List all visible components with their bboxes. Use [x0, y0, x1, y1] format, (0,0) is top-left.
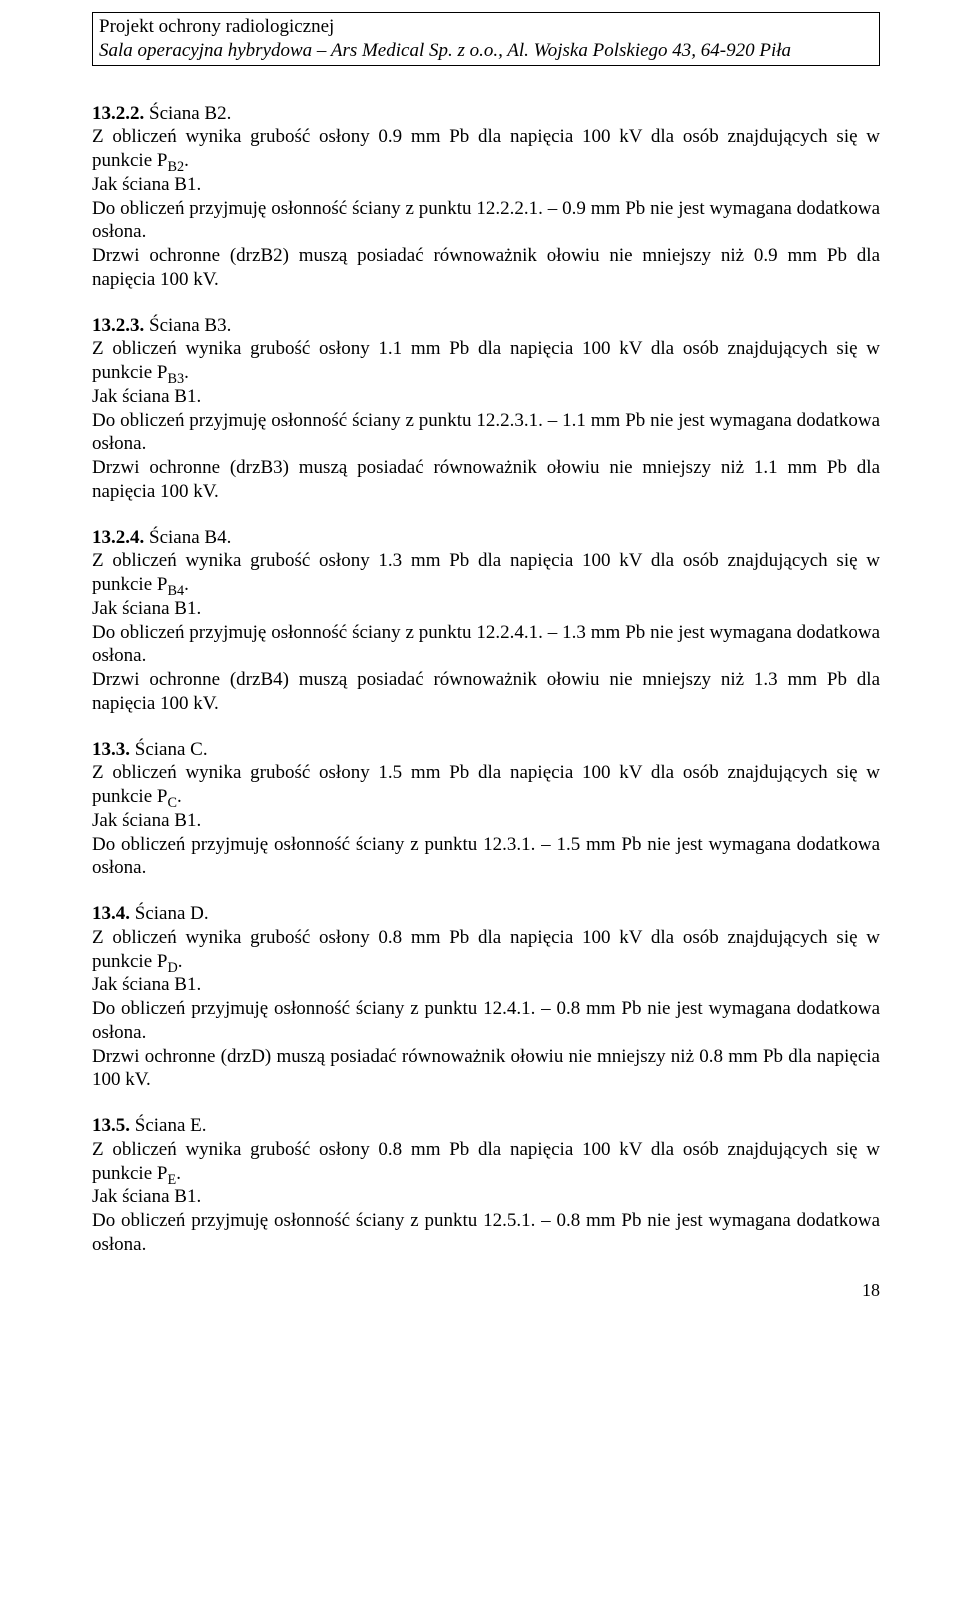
- section-title: Ściana C.: [135, 739, 208, 760]
- header-line1: Projekt ochrony radiologicznej: [99, 15, 873, 39]
- document-page: Projekt ochrony radiologicznej Sala oper…: [0, 0, 960, 1321]
- header-box: Projekt ochrony radiologicznej Sala oper…: [92, 12, 880, 66]
- section: 13.5. Ściana E.Z obliczeń wynika grubość…: [92, 1114, 880, 1257]
- section-body: Z obliczeń wynika grubość osłony 0.8 mm …: [92, 926, 880, 974]
- section-line2: Jak ściana B1.: [92, 597, 880, 621]
- section-line4: Drzwi ochronne (drzB3) muszą posiadać ró…: [92, 456, 880, 504]
- section-line3: Do obliczeń przyjmuję osłonność ściany z…: [92, 997, 880, 1045]
- section-line4: Drzwi ochronne (drzB2) muszą posiadać ró…: [92, 244, 880, 292]
- section-number: 13.3.: [92, 739, 130, 760]
- section-line4: Drzwi ochronne (drzB4) muszą posiadać ró…: [92, 668, 880, 716]
- section-line3: Do obliczeń przyjmuję osłonność ściany z…: [92, 409, 880, 457]
- body-pre: Z obliczeń wynika grubość osłony 0.8 mm …: [92, 1139, 880, 1184]
- body-post: .: [184, 362, 189, 383]
- body-post: .: [184, 150, 189, 171]
- section-body: Z obliczeń wynika grubość osłony 1.3 mm …: [92, 549, 880, 597]
- section-heading: 13.2.2. Ściana B2.: [92, 102, 880, 126]
- section-number: 13.2.2.: [92, 103, 144, 124]
- section-line2: Jak ściana B1.: [92, 385, 880, 409]
- section-body: Z obliczeń wynika grubość osłony 0.8 mm …: [92, 1138, 880, 1186]
- page-number: 18: [92, 1279, 880, 1302]
- section-heading: 13.5. Ściana E.: [92, 1114, 880, 1138]
- section-heading: 13.2.4. Ściana B4.: [92, 526, 880, 550]
- section-line3: Do obliczeń przyjmuję osłonność ściany z…: [92, 621, 880, 669]
- section-number: 13.2.4.: [92, 527, 144, 548]
- body-pre: Z obliczeń wynika grubość osłony 1.3 mm …: [92, 550, 880, 595]
- section-line3: Do obliczeń przyjmuję osłonność ściany z…: [92, 833, 880, 881]
- section-number: 13.2.3.: [92, 315, 144, 336]
- section-title: Ściana B2.: [149, 103, 231, 124]
- header-line2: Sala operacyjna hybrydowa – Ars Medical …: [99, 39, 873, 63]
- body-pre: Z obliczeń wynika grubość osłony 0.8 mm …: [92, 927, 880, 972]
- body-post: .: [184, 574, 189, 595]
- body-post: .: [176, 1163, 181, 1184]
- section-line2: Jak ściana B1.: [92, 809, 880, 833]
- section-line2: Jak ściana B1.: [92, 1185, 880, 1209]
- sections-container: 13.2.2. Ściana B2.Z obliczeń wynika grub…: [92, 102, 880, 1257]
- section-line4: Drzwi ochronne (drzD) muszą posiadać rów…: [92, 1045, 880, 1093]
- section: 13.3. Ściana C.Z obliczeń wynika grubość…: [92, 738, 880, 881]
- body-pre: Z obliczeń wynika grubość osłony 1.5 mm …: [92, 762, 880, 807]
- section-number: 13.5.: [92, 1115, 130, 1136]
- section-body: Z obliczeń wynika grubość osłony 1.5 mm …: [92, 761, 880, 809]
- section-line3: Do obliczeń przyjmuję osłonność ściany z…: [92, 1209, 880, 1257]
- section: 13.4. Ściana D.Z obliczeń wynika grubość…: [92, 902, 880, 1092]
- body-pre: Z obliczeń wynika grubość osłony 1.1 mm …: [92, 338, 880, 383]
- section-title: Ściana B3.: [149, 315, 231, 336]
- section-line2: Jak ściana B1.: [92, 173, 880, 197]
- section-heading: 13.3. Ściana C.: [92, 738, 880, 762]
- section-body: Z obliczeń wynika grubość osłony 0.9 mm …: [92, 125, 880, 173]
- section: 13.2.4. Ściana B4.Z obliczeń wynika grub…: [92, 526, 880, 716]
- section-body: Z obliczeń wynika grubość osłony 1.1 mm …: [92, 337, 880, 385]
- body-post: .: [178, 951, 183, 972]
- section: 13.2.2. Ściana B2.Z obliczeń wynika grub…: [92, 102, 880, 292]
- section-title: Ściana E.: [135, 1115, 207, 1136]
- section-number: 13.4.: [92, 903, 130, 924]
- section-heading: 13.4. Ściana D.: [92, 902, 880, 926]
- section-line3: Do obliczeń przyjmuję osłonność ściany z…: [92, 197, 880, 245]
- section-title: Ściana B4.: [149, 527, 231, 548]
- section-heading: 13.2.3. Ściana B3.: [92, 314, 880, 338]
- body-pre: Z obliczeń wynika grubość osłony 0.9 mm …: [92, 126, 880, 171]
- section-line2: Jak ściana B1.: [92, 973, 880, 997]
- section: 13.2.3. Ściana B3.Z obliczeń wynika grub…: [92, 314, 880, 504]
- section-title: Ściana D.: [135, 903, 209, 924]
- body-post: .: [177, 786, 182, 807]
